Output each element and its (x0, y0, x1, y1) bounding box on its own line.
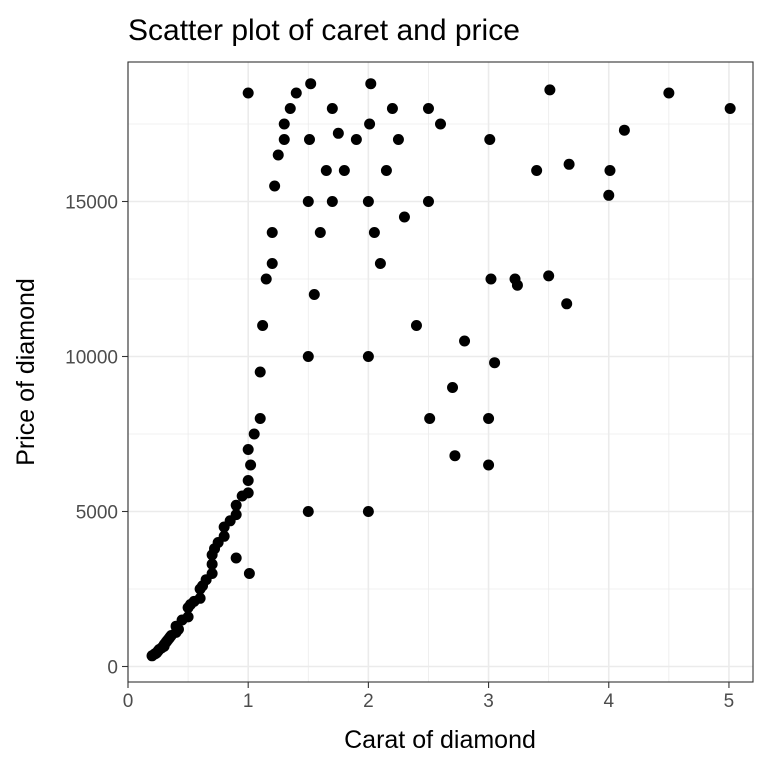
data-points (146, 78, 736, 662)
x-tick-label: 4 (603, 691, 614, 712)
data-point (242, 487, 254, 499)
data-point (230, 509, 242, 521)
data-point (724, 103, 736, 114)
data-point (338, 165, 350, 176)
data-point (269, 180, 281, 192)
data-point (266, 227, 278, 238)
data-point (543, 270, 555, 282)
grid-lines (127, 62, 753, 682)
data-point (314, 227, 326, 238)
data-point (303, 134, 315, 145)
data-point (563, 158, 575, 170)
data-point (483, 413, 495, 424)
y-axis-title: Price of diamond (12, 278, 40, 466)
data-point (380, 165, 392, 176)
data-point (206, 568, 218, 579)
data-point (272, 149, 284, 161)
data-point (305, 78, 317, 90)
data-point (603, 189, 615, 201)
data-point (254, 366, 266, 378)
data-point (447, 382, 459, 393)
data-point (182, 611, 194, 623)
data-point (364, 118, 376, 130)
x-tick-label: 0 (123, 691, 134, 712)
x-tick-label: 3 (483, 691, 494, 712)
data-point (242, 444, 254, 455)
chart-title: Scatter plot of caret and price (128, 14, 520, 47)
data-point (284, 103, 296, 114)
data-point (362, 351, 374, 362)
data-point (365, 78, 377, 90)
data-point (308, 289, 320, 300)
data-point (374, 258, 386, 269)
data-point (320, 165, 332, 176)
data-point (618, 124, 630, 136)
data-point (260, 273, 272, 285)
data-point (242, 475, 254, 486)
data-point (302, 196, 314, 207)
y-tick-label: 15000 (65, 193, 118, 214)
data-point (243, 568, 255, 579)
data-point (194, 592, 206, 604)
data-point (230, 499, 242, 511)
data-point (604, 165, 616, 176)
data-point (302, 351, 314, 362)
data-point (485, 273, 497, 285)
data-point (424, 413, 436, 424)
axis-ticks: 0 1 2 3 4 5 0 5000 10000 15000 (65, 193, 734, 713)
y-tick-label: 5000 (76, 503, 118, 524)
x-tick-label: 1 (243, 691, 254, 712)
data-point (230, 552, 242, 564)
data-point (350, 134, 362, 145)
data-point (544, 84, 556, 96)
data-point (218, 530, 230, 542)
data-point (242, 87, 254, 99)
data-point (368, 227, 380, 238)
data-point (362, 506, 374, 517)
data-point (392, 134, 404, 145)
data-point (326, 103, 338, 114)
y-tick-label: 10000 (65, 348, 118, 369)
data-point (266, 258, 278, 269)
data-point (422, 196, 434, 207)
data-point (449, 450, 461, 462)
data-point (435, 118, 446, 130)
data-point (278, 118, 290, 130)
data-point (561, 298, 573, 310)
data-point (206, 558, 218, 570)
data-point (172, 623, 184, 635)
data-point (257, 320, 269, 331)
data-point (278, 134, 290, 145)
data-point (254, 413, 266, 424)
data-point (245, 459, 257, 471)
x-tick-label: 5 (724, 691, 735, 712)
data-point (459, 335, 471, 347)
data-point (248, 428, 260, 440)
x-tick-label: 2 (363, 691, 374, 712)
data-point (362, 196, 374, 207)
data-point (483, 459, 495, 471)
data-point (410, 320, 422, 331)
data-point (531, 165, 543, 176)
data-point (290, 87, 302, 99)
data-point (326, 196, 338, 207)
data-point (302, 506, 314, 517)
x-axis-title: Carat of diamond (344, 726, 536, 754)
plot-panel-border (127, 61, 754, 683)
data-point (511, 279, 523, 291)
data-point (398, 211, 410, 223)
data-point (484, 134, 496, 145)
data-point (663, 87, 675, 99)
data-point (489, 357, 501, 369)
y-tick-label: 0 (107, 658, 118, 679)
data-point (332, 127, 344, 139)
data-point (386, 103, 398, 114)
data-point (422, 103, 434, 114)
